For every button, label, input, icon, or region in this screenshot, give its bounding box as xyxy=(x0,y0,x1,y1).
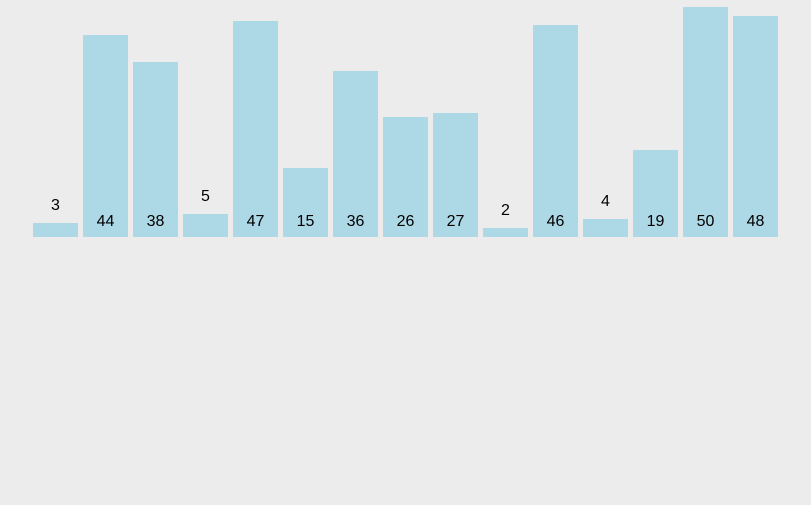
bar xyxy=(483,227,528,237)
bar-value-label: 15 xyxy=(296,213,315,230)
bar xyxy=(583,218,628,237)
bar xyxy=(283,168,328,237)
bar-value-label: 44 xyxy=(96,213,115,230)
bar xyxy=(633,149,678,237)
bar-value-label: 27 xyxy=(446,213,465,230)
bar xyxy=(233,20,278,237)
bar-value-label: 38 xyxy=(146,213,165,230)
bar xyxy=(183,214,228,237)
bar xyxy=(333,71,378,237)
bar-value-label: 19 xyxy=(646,213,665,230)
bar xyxy=(433,112,478,237)
bar-value-label: 47 xyxy=(246,213,265,230)
bar xyxy=(33,223,78,237)
bar-value-label: 46 xyxy=(546,213,565,230)
bar xyxy=(383,117,428,237)
bar xyxy=(133,62,178,237)
bar-value-label: 36 xyxy=(346,213,365,230)
bar-value-label: 48 xyxy=(746,213,765,230)
bar-value-label: 26 xyxy=(396,213,415,230)
bar-value-label: 2 xyxy=(501,201,510,219)
bar-value-label: 5 xyxy=(201,188,210,205)
bar xyxy=(733,16,778,237)
bar xyxy=(83,34,128,237)
bar-value-label: 3 xyxy=(51,197,60,215)
bar xyxy=(533,25,578,237)
bar-value-label: 50 xyxy=(696,213,715,230)
bar xyxy=(683,7,728,237)
bar-value-label: 4 xyxy=(601,192,610,210)
